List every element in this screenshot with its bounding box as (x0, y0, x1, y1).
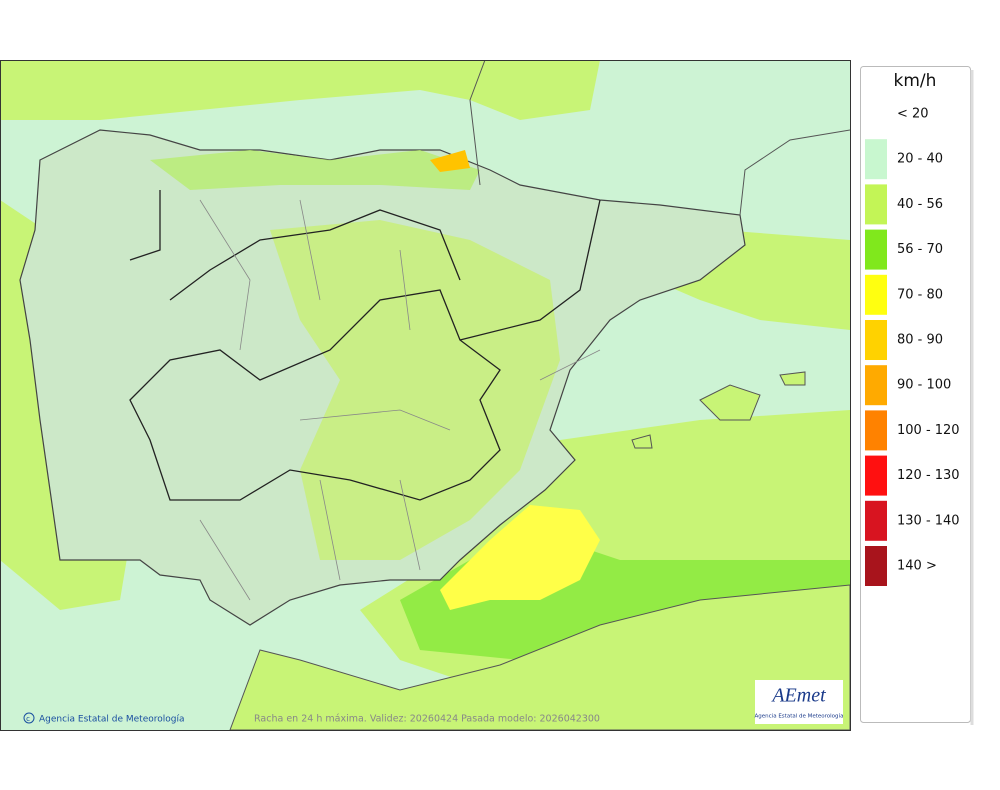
wind-area (150, 150, 480, 190)
legend: < 20 20 - 40 40 - 56 56 - 70 70 - 80 80 - 90 9… (865, 94, 960, 586)
legend-swatch (865, 500, 887, 541)
legend-label: 120 - 130 (897, 468, 960, 483)
logo-subtitle: Agencia Estatal de Meteorología (755, 713, 844, 720)
legend-swatch (865, 546, 887, 586)
copyright-icon (23, 712, 35, 724)
legend-swatch (865, 320, 887, 360)
legend-label: 100 - 120 (897, 423, 960, 438)
coastline (739, 129, 850, 216)
africa (229, 584, 850, 730)
legend-swatch (865, 365, 887, 406)
province-borders (199, 199, 601, 601)
legend-swatch (865, 274, 887, 315)
legend-label: 20 - 40 (897, 152, 943, 167)
legend-label: 130 - 140 (897, 513, 960, 528)
caption: Racha en 24 h máxima. Validez: 20260424 … (254, 714, 600, 725)
balearic (699, 384, 761, 421)
region-borders (129, 190, 601, 501)
legend-label: 56 - 70 (897, 242, 943, 257)
credit: Agencia Estatal de Meteorología (39, 715, 185, 725)
wind-area (430, 150, 470, 172)
copyright-c: c (26, 715, 30, 723)
wind-area (1, 60, 600, 120)
map-frame (0, 60, 851, 731)
legend-swatch (865, 184, 887, 225)
legend-label: 90 - 100 (897, 378, 951, 393)
legend-label: 80 - 90 (897, 333, 943, 348)
legend-label: 140 > (897, 559, 937, 574)
balearic (631, 434, 653, 449)
logo-box (755, 680, 843, 724)
legend-swatch (865, 139, 887, 180)
map-area (1, 60, 850, 730)
balearic (779, 371, 806, 386)
wind-area (270, 220, 560, 560)
coastline (469, 60, 486, 186)
legend-swatch (865, 410, 887, 451)
legend-label: < 20 (897, 107, 929, 122)
legend-label: 70 - 80 (897, 287, 943, 302)
legend-label: 40 - 56 (897, 197, 943, 212)
legend-swatch (865, 455, 887, 496)
legend-unit: km/h (894, 71, 937, 91)
logo-name: AEmet (770, 685, 826, 707)
wind-area (440, 505, 600, 610)
legend-swatch (865, 94, 887, 134)
legend-swatch (865, 229, 887, 270)
